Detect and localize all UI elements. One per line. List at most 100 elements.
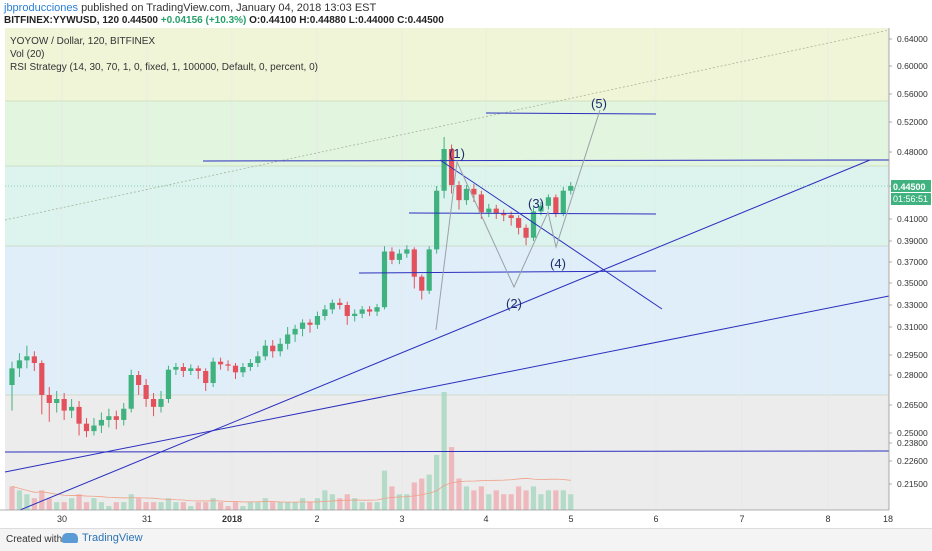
- candle-body: [54, 399, 60, 403]
- candle-body: [381, 251, 388, 308]
- volume-bar: [173, 502, 179, 510]
- last-price: 0.44500: [121, 15, 158, 26]
- fib-zone-1: [5, 28, 889, 101]
- time-tick-label: 4: [483, 514, 488, 524]
- candle-body: [374, 307, 380, 312]
- candle-body: [150, 399, 157, 407]
- legend-title: YOYOW / Dollar, 120, BITFINEX: [10, 36, 155, 47]
- candle-body: [344, 305, 350, 316]
- price-tick-label: 0.60000: [897, 61, 928, 71]
- volume-bar: [337, 498, 343, 510]
- symbol-label: BITFINEX:YYWUSD, 120: [4, 15, 120, 26]
- candle-body: [136, 375, 142, 385]
- time-tick-label: 2018: [222, 514, 242, 524]
- volume-bar: [143, 502, 149, 510]
- volume-bar: [39, 490, 45, 510]
- candle-body: [285, 334, 291, 344]
- candle-body: [389, 251, 395, 260]
- author-link[interactable]: jbproducciones: [4, 2, 78, 14]
- candle-body: [277, 343, 283, 352]
- volume-bar: [61, 502, 67, 510]
- candle-body: [292, 328, 298, 335]
- wave-label-2: (2): [506, 296, 522, 311]
- price-tick-label: 0.37000: [897, 257, 928, 267]
- volume-bar: [232, 502, 239, 510]
- candle-body: [307, 322, 313, 325]
- price-tick-label: 0.41000: [897, 214, 928, 224]
- volume-bar: [136, 498, 142, 510]
- volume-bar: [538, 494, 544, 510]
- volume-bar: [396, 494, 402, 510]
- brand-link[interactable]: TradingView: [62, 532, 143, 544]
- candle-body: [128, 375, 134, 409]
- volume-bar: [530, 486, 537, 510]
- candle-body: [113, 416, 119, 420]
- wave-label-3: (3): [528, 196, 544, 211]
- candle-body: [158, 399, 164, 407]
- candle-body: [478, 194, 484, 213]
- volume-bar: [91, 498, 97, 510]
- volume-bar: [516, 486, 522, 510]
- price-tick-label: 0.39000: [897, 236, 928, 246]
- publish-info: jbproducciones published on TradingView.…: [4, 2, 376, 14]
- candle-body: [471, 188, 477, 195]
- volume-bar: [501, 494, 507, 510]
- volume-bar: [46, 498, 52, 510]
- candle-body: [225, 364, 231, 366]
- volume-bar: [381, 470, 388, 510]
- candle-body: [173, 367, 179, 370]
- volume-bar: [165, 498, 172, 510]
- countdown-label: 01:56:51: [893, 194, 928, 204]
- time-tick-label: 18: [883, 514, 893, 524]
- volume-bar: [448, 447, 455, 510]
- volume-bar: [270, 502, 276, 510]
- candle-body: [218, 361, 224, 365]
- volume-bar: [188, 506, 194, 510]
- volume-bar: [486, 494, 492, 510]
- candle-body: [83, 423, 90, 432]
- volume-bar: [128, 494, 134, 510]
- volume-bar: [545, 490, 551, 510]
- volume-bar: [359, 502, 365, 510]
- elliott-wave-path: [435, 109, 601, 331]
- candle-body: [247, 363, 253, 367]
- time-tick-label: 6: [653, 514, 658, 524]
- candle-body: [180, 367, 186, 371]
- candle-body: [91, 425, 97, 432]
- volume-bar: [54, 502, 60, 510]
- countdown-tag: [891, 193, 931, 205]
- volume-bar: [292, 502, 298, 510]
- candle-body: [195, 368, 201, 371]
- price-tick-label: 0.52000: [897, 117, 928, 127]
- volume-bar: [106, 506, 112, 510]
- candle-body: [411, 249, 417, 277]
- volume-bar: [16, 490, 23, 510]
- volume-bar: [508, 494, 514, 510]
- time-tick-label: 2: [314, 514, 319, 524]
- change-value: +0.04156 (+10.3%): [160, 15, 247, 26]
- fib-zone-3: [5, 166, 889, 246]
- price-chart[interactable]: (1) (2) (3) (4) (5) YOYOW / Dollar, 120, BITF…: [0, 28, 932, 528]
- candle-body: [553, 197, 559, 214]
- fib-zone-5: [5, 395, 889, 510]
- candle-body: [337, 302, 343, 305]
- volume-bar: [463, 486, 470, 510]
- time-tick-label: 31: [142, 514, 152, 524]
- bottom-horizontal-line: [4, 450, 890, 453]
- candle-body: [262, 345, 268, 357]
- volume-bar: [69, 498, 75, 510]
- price-tick-label: 0.26500: [897, 400, 928, 410]
- candle-body: [106, 416, 112, 420]
- candle-body: [367, 309, 373, 312]
- volume-bar: [285, 502, 291, 510]
- volume-bar: [471, 490, 477, 510]
- candle-body: [322, 309, 328, 316]
- time-axis-bg: [0, 510, 889, 528]
- volume-bar: [478, 486, 484, 510]
- price-tick-label: 0.25000: [897, 428, 928, 438]
- volume-bar: [314, 498, 321, 510]
- volume-bar: [352, 498, 358, 510]
- volume-bar: [9, 486, 15, 510]
- price-tick-label: 0.28000: [897, 370, 928, 380]
- high-value: H:0.44880: [299, 15, 346, 26]
